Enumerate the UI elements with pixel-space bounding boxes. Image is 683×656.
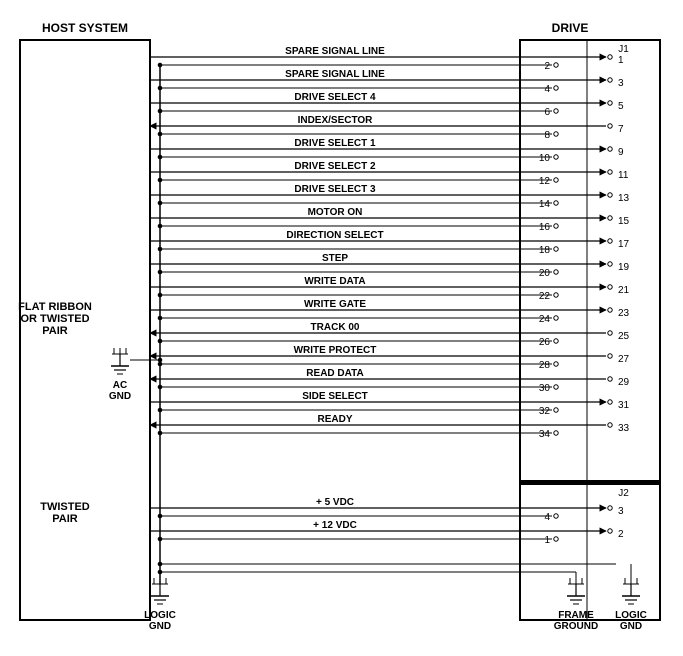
signal-pin-number: 11 [618,170,629,181]
j2-divider [520,480,660,485]
gnd-pin-number: 2 [544,61,550,72]
signal-pin-number: 3 [618,78,624,89]
twisted-pair-label: TWISTED [40,501,90,513]
frame-ground-label: GROUND [554,621,598,632]
twisted-pair-label: PAIR [52,513,78,525]
host-box [20,40,150,620]
gnd-pin-number: 28 [539,360,551,371]
signal-pin-number: 3 [618,506,624,517]
signal-label: READY [317,414,352,425]
signal-label: DRIVE SELECT 4 [294,92,376,103]
gnd-pin-number: 6 [544,107,550,118]
host-label: HOST SYSTEM [42,21,128,35]
flat-ribbon-label: PAIR [42,325,68,337]
signal-pin-number: 15 [618,216,630,227]
signal-pin-number: 21 [618,285,630,296]
flat-ribbon-label: OR TWISTED [20,313,89,325]
gnd-pin-number: 4 [544,512,550,523]
signal-label: INDEX/SECTOR [298,115,374,126]
signal-label: READ DATA [306,368,363,379]
frame-ground-label: FRAME [558,610,594,621]
signal-label: STEP [322,253,348,264]
flat-ribbon-label: FLAT RIBBON [18,301,92,313]
gnd-pin-number: 1 [544,535,550,546]
signal-label: DRIVE SELECT 2 [294,161,376,172]
gnd-pin-number: 30 [539,383,551,394]
signal-label: SPARE SIGNAL LINE [285,46,385,57]
signal-pin-number: 23 [618,308,630,319]
ac-gnd-label: AC [113,380,127,391]
signal-pin-number: 7 [618,124,624,135]
gnd-pin-number: 26 [539,337,551,348]
signal-label: DRIVE SELECT 1 [294,138,376,149]
signal-pin-number: 5 [618,101,624,112]
connector-diagram: HOST SYSTEMDRIVEJ1SPARE SIGNAL LINE21SPA… [0,0,683,656]
gnd-pin-number: 18 [539,245,551,256]
logic-gnd-host-label: GND [149,621,171,632]
logic-gnd-drive-label: LOGIC [615,610,647,621]
ac-gnd-label: GND [109,391,131,402]
signal-label: WRITE DATA [304,276,365,287]
signal-pin-number: 2 [618,529,624,540]
j2-label: J2 [618,488,629,499]
drive-label: DRIVE [552,21,589,35]
logic-gnd-host-label: LOGIC [144,610,176,621]
signal-label: WRITE GATE [304,299,366,310]
gnd-pin-number: 10 [539,153,551,164]
gnd-pin-number: 22 [539,291,551,302]
signal-pin-number: 33 [618,423,630,434]
gnd-pin-number: 20 [539,268,551,279]
signal-pin-number: 1 [618,55,624,66]
signal-pin-number: 31 [618,400,630,411]
signal-label: + 12 VDC [313,520,357,531]
signal-pin-number: 9 [618,147,624,158]
gnd-pin-number: 34 [539,429,551,440]
signal-label: TRACK 00 [311,322,360,333]
signal-pin-number: 19 [618,262,630,273]
gnd-pin-number: 24 [539,314,551,325]
drive-box [520,40,660,620]
signal-label: DRIVE SELECT 3 [294,184,376,195]
gnd-pin-number: 16 [539,222,551,233]
signal-pin-number: 17 [618,239,630,250]
signal-label: SIDE SELECT [302,391,368,402]
gnd-pin-number: 32 [539,406,551,417]
j1-label: J1 [618,44,629,55]
signal-pin-number: 25 [618,331,630,342]
gnd-pin-number: 8 [544,130,550,141]
gnd-pin-number: 12 [539,176,551,187]
signal-label: MOTOR ON [308,207,363,218]
signal-pin-number: 27 [618,354,630,365]
signal-label: DIRECTION SELECT [286,230,383,241]
gnd-pin-number: 4 [544,84,550,95]
gnd-pin-number: 14 [539,199,551,210]
signal-pin-number: 13 [618,193,630,204]
logic-gnd-drive-label: GND [620,621,642,632]
signal-label: + 5 VDC [316,497,354,508]
signal-label: WRITE PROTECT [294,345,377,356]
signal-label: SPARE SIGNAL LINE [285,69,385,80]
signal-pin-number: 29 [618,377,630,388]
